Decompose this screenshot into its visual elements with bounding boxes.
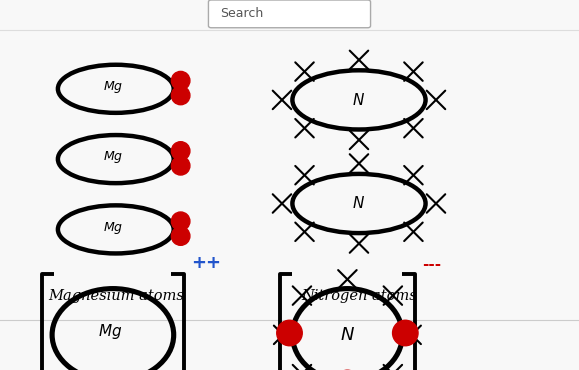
Text: $\mathit{Mg}$: $\mathit{Mg}$ xyxy=(98,322,122,341)
Ellipse shape xyxy=(171,227,190,245)
Ellipse shape xyxy=(171,71,190,90)
Text: $\mathit{Mg}$: $\mathit{Mg}$ xyxy=(103,219,123,236)
Text: $\mathit{Mg}$: $\mathit{Mg}$ xyxy=(103,79,123,95)
Ellipse shape xyxy=(171,142,190,160)
Text: Magnesium atoms: Magnesium atoms xyxy=(48,289,184,303)
Text: $\mathit{N}$: $\mathit{N}$ xyxy=(353,92,365,108)
Text: Nitrogen atoms: Nitrogen atoms xyxy=(301,289,417,303)
Text: $\mathit{Mg}$: $\mathit{Mg}$ xyxy=(103,149,123,165)
Ellipse shape xyxy=(277,320,302,346)
Ellipse shape xyxy=(393,320,418,346)
Ellipse shape xyxy=(171,212,190,231)
Ellipse shape xyxy=(171,86,190,105)
Text: ++: ++ xyxy=(191,254,221,272)
Text: ---: --- xyxy=(422,257,441,272)
Text: Search: Search xyxy=(220,7,263,20)
FancyBboxPatch shape xyxy=(208,0,371,28)
Ellipse shape xyxy=(171,157,190,175)
Text: $\mathit{N}$: $\mathit{N}$ xyxy=(340,326,355,344)
Text: $\mathit{N}$: $\mathit{N}$ xyxy=(353,195,365,212)
